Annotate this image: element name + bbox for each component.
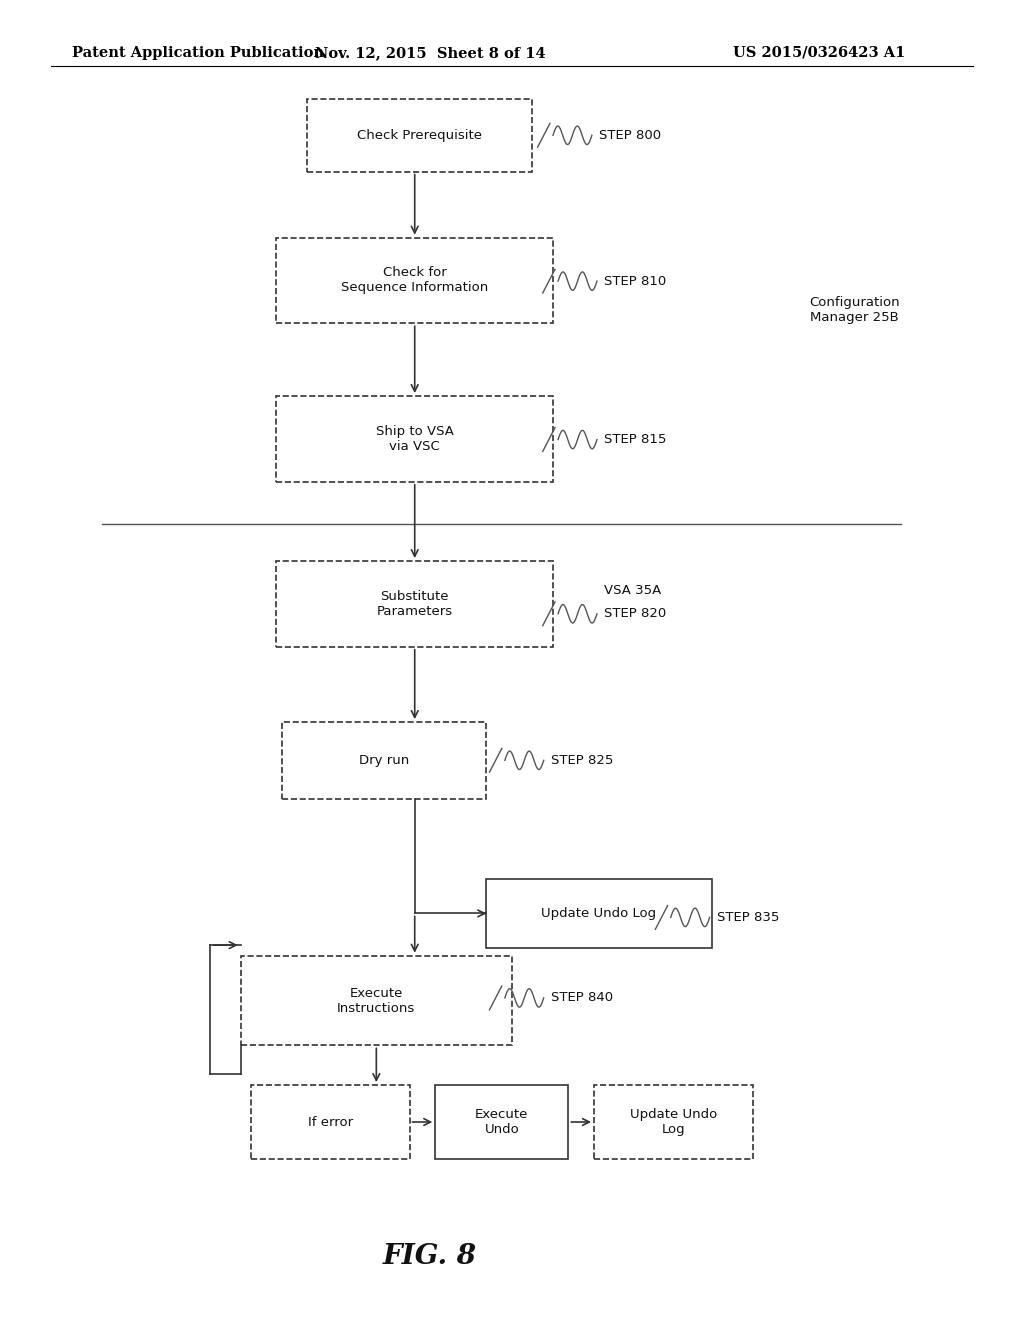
Text: US 2015/0326423 A1: US 2015/0326423 A1 bbox=[733, 46, 905, 59]
Text: Execute
Instructions: Execute Instructions bbox=[337, 986, 416, 1015]
FancyBboxPatch shape bbox=[251, 1085, 410, 1159]
FancyBboxPatch shape bbox=[276, 238, 553, 323]
Text: STEP 815: STEP 815 bbox=[604, 433, 667, 446]
Text: STEP 820: STEP 820 bbox=[604, 607, 667, 620]
FancyBboxPatch shape bbox=[307, 99, 532, 172]
Text: Check for
Sequence Information: Check for Sequence Information bbox=[341, 267, 488, 294]
Text: Nov. 12, 2015  Sheet 8 of 14: Nov. 12, 2015 Sheet 8 of 14 bbox=[314, 46, 546, 59]
Text: Update Undo Log: Update Undo Log bbox=[542, 907, 656, 920]
Text: Ship to VSA
via VSC: Ship to VSA via VSC bbox=[376, 425, 454, 453]
FancyBboxPatch shape bbox=[276, 396, 553, 482]
Text: STEP 840: STEP 840 bbox=[551, 991, 613, 1005]
FancyBboxPatch shape bbox=[435, 1085, 568, 1159]
Text: If error: If error bbox=[307, 1115, 353, 1129]
Text: STEP 835: STEP 835 bbox=[717, 911, 779, 924]
FancyBboxPatch shape bbox=[241, 956, 512, 1045]
Text: FIG. 8: FIG. 8 bbox=[383, 1243, 477, 1270]
Text: Patent Application Publication: Patent Application Publication bbox=[72, 46, 324, 59]
Text: STEP 810: STEP 810 bbox=[604, 275, 667, 288]
Text: STEP 800: STEP 800 bbox=[599, 129, 662, 141]
Text: Configuration
Manager 25B: Configuration Manager 25B bbox=[809, 296, 900, 325]
Text: Check Prerequisite: Check Prerequisite bbox=[357, 129, 482, 141]
Text: Update Undo
Log: Update Undo Log bbox=[630, 1107, 717, 1137]
Text: Dry run: Dry run bbox=[358, 754, 410, 767]
FancyBboxPatch shape bbox=[282, 722, 486, 799]
FancyBboxPatch shape bbox=[276, 561, 553, 647]
Text: VSA 35A: VSA 35A bbox=[604, 583, 662, 597]
Text: Execute
Undo: Execute Undo bbox=[475, 1107, 528, 1137]
FancyBboxPatch shape bbox=[486, 879, 712, 948]
FancyBboxPatch shape bbox=[594, 1085, 753, 1159]
Text: Substitute
Parameters: Substitute Parameters bbox=[377, 590, 453, 618]
Text: STEP 825: STEP 825 bbox=[551, 754, 613, 767]
